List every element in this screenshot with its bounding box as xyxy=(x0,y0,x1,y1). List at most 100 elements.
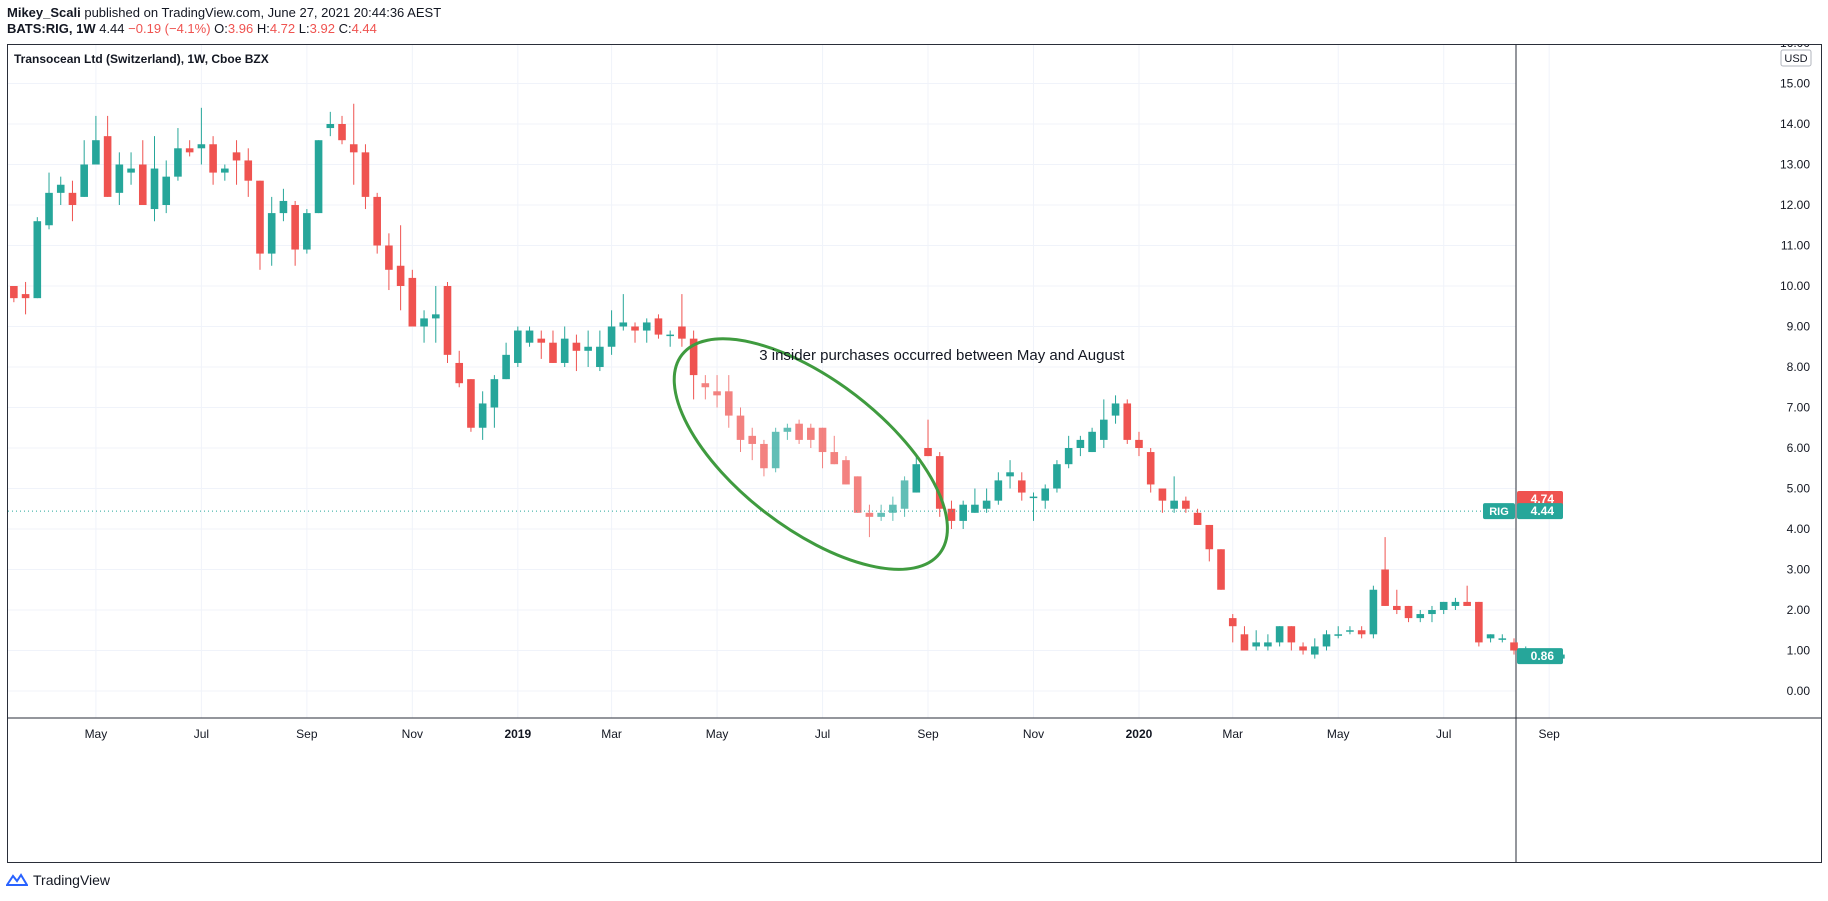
candle xyxy=(21,281,30,315)
candle-body xyxy=(10,286,18,299)
price-label-box xyxy=(1517,503,1563,520)
close-label: C: xyxy=(338,21,352,36)
candle xyxy=(1310,638,1319,659)
candle xyxy=(807,423,815,448)
candle xyxy=(502,342,510,380)
candle-body xyxy=(654,318,663,335)
low-label: L: xyxy=(298,21,310,36)
candle xyxy=(1240,626,1249,651)
candle xyxy=(994,472,1003,505)
candle-body xyxy=(1182,500,1190,509)
chart-title: Transocean Ltd (Switzerland), 1W, Cboe B… xyxy=(14,52,269,66)
candle-body xyxy=(560,338,569,363)
candle xyxy=(68,180,77,222)
x-tick-label: Nov xyxy=(1023,727,1044,741)
candle-body xyxy=(80,164,88,197)
candle xyxy=(1111,395,1120,424)
candle xyxy=(10,286,18,303)
x-tick-label: May xyxy=(85,727,108,741)
candle-body xyxy=(1498,638,1507,640)
candle-body xyxy=(232,152,241,161)
candle-body xyxy=(1193,512,1202,525)
candle xyxy=(678,294,686,347)
candle-body xyxy=(1111,403,1120,416)
currency-badge xyxy=(1780,49,1812,67)
candle xyxy=(1498,634,1507,643)
candle xyxy=(1287,626,1296,651)
publish-info: Mikey_Scali published on TradingView.com… xyxy=(7,5,441,20)
candle xyxy=(1275,626,1284,647)
x-tick-label: Jul xyxy=(1436,727,1451,741)
y-tick-label: 1.00 xyxy=(1787,644,1811,658)
candle xyxy=(1217,549,1225,590)
price-change: −0.19 (−4.1%) xyxy=(128,21,211,36)
candle-body xyxy=(783,427,792,432)
candle-body xyxy=(1299,646,1307,651)
candle-body xyxy=(1463,601,1471,606)
candle xyxy=(162,160,171,214)
candle-body xyxy=(1123,403,1132,440)
x-tick-label: May xyxy=(706,727,729,741)
candle xyxy=(467,379,475,432)
candle-body xyxy=(127,168,135,173)
candle xyxy=(420,310,428,343)
candle-body xyxy=(912,464,921,493)
candle xyxy=(1029,492,1038,521)
x-tick-label: Nov xyxy=(402,727,423,741)
candle-body xyxy=(68,192,77,205)
candle-body xyxy=(1310,646,1319,655)
y-tick-label: 4.00 xyxy=(1787,522,1811,536)
tradingview-brand[interactable]: TradingView xyxy=(6,872,110,888)
author-name[interactable]: Mikey_Scali xyxy=(7,5,81,20)
y-tick-label: 2.00 xyxy=(1787,603,1811,617)
candle xyxy=(935,452,944,517)
annotation-text: 3 insider purchases occurred between May… xyxy=(759,347,1125,364)
candle-body xyxy=(514,330,522,363)
candlestick-chart[interactable]: 3 insider purchases occurred between May… xyxy=(8,45,1821,862)
candle xyxy=(1228,614,1237,643)
x-tick-label: Sep xyxy=(917,727,939,741)
candle xyxy=(607,310,616,355)
candle-body xyxy=(537,338,546,343)
candle-body xyxy=(209,144,217,173)
candle-body xyxy=(1006,472,1014,477)
candle-body xyxy=(924,448,932,457)
brand-label: TradingView xyxy=(33,872,111,888)
candle-body xyxy=(1275,626,1284,643)
candle-body xyxy=(865,512,874,517)
candle-body xyxy=(103,136,112,197)
candle xyxy=(373,192,381,254)
candle xyxy=(1404,605,1413,623)
candle-body xyxy=(771,431,780,469)
candle xyxy=(877,504,885,521)
x-tick-label: Sep xyxy=(296,727,318,741)
currency-label: USD xyxy=(1784,53,1807,65)
candle xyxy=(947,500,956,529)
candle xyxy=(1463,585,1471,606)
candle xyxy=(842,456,850,485)
candle xyxy=(1381,537,1389,606)
candle-body xyxy=(174,148,182,177)
x-tick-label: Mar xyxy=(1222,727,1243,741)
y-tick-label: 16.00 xyxy=(1780,45,1810,50)
candle-body xyxy=(197,144,206,149)
candle xyxy=(900,476,909,517)
candle-body xyxy=(607,326,616,347)
candle xyxy=(818,427,827,469)
candle-body xyxy=(1076,439,1085,448)
candle xyxy=(256,180,264,270)
candle xyxy=(92,115,100,165)
candle-body xyxy=(1228,618,1237,627)
candle-body xyxy=(1428,610,1436,615)
x-tick-label: May xyxy=(1327,727,1350,741)
candle-body xyxy=(584,346,592,351)
candle-body xyxy=(443,286,452,355)
y-tick-label: 12.00 xyxy=(1780,198,1810,212)
candle-body xyxy=(1064,448,1073,465)
last-price: 4.44 xyxy=(99,21,125,36)
x-tick-label: 2020 xyxy=(1126,727,1153,741)
price-label-box xyxy=(1517,648,1563,665)
candle-body xyxy=(1475,601,1483,643)
candle xyxy=(396,225,405,311)
candle xyxy=(1451,597,1460,610)
